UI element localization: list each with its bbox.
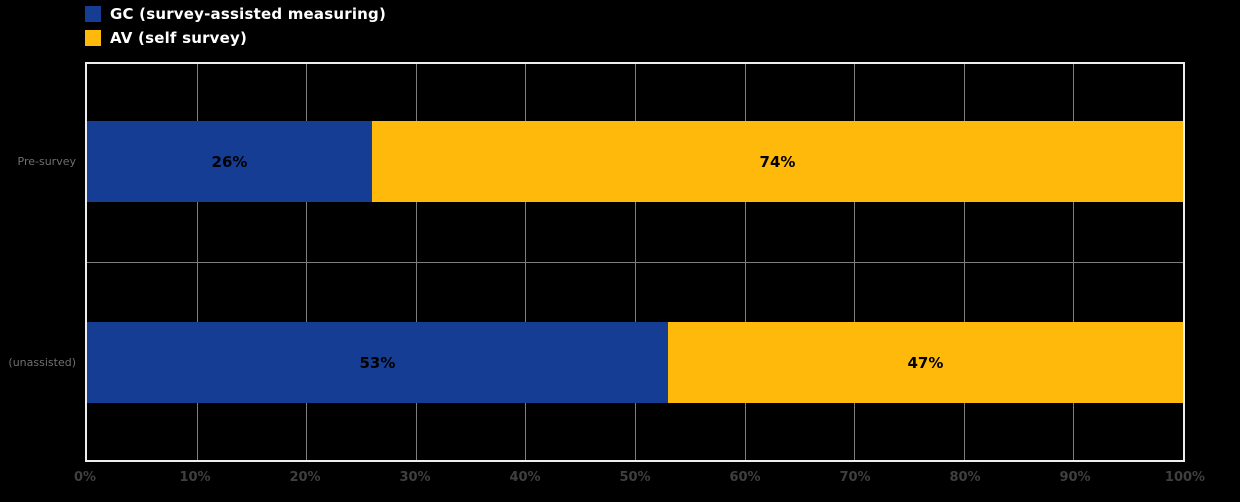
x-axis-tick-label: 60% xyxy=(729,470,761,485)
x-axis-tick-label: 70% xyxy=(839,470,871,485)
x-axis-tick-label: 20% xyxy=(289,470,321,485)
bar-row-1: 26% 74% xyxy=(87,121,1183,202)
x-axis-tick-label: 0% xyxy=(73,470,97,485)
x-axis-tick-label: 10% xyxy=(179,470,211,485)
x-axis-tick-label: 80% xyxy=(949,470,981,485)
x-axis-tick-label: 50% xyxy=(619,470,651,485)
legend-swatch-blue-icon xyxy=(85,6,101,22)
bar-segment-series-1: 26% xyxy=(87,121,372,202)
bar-row-2: 53% 47% xyxy=(87,322,1183,403)
bar-value-label: 47% xyxy=(907,353,944,372)
legend-swatch-yellow-icon xyxy=(85,30,101,46)
legend-label-series-2: AV (self survey) xyxy=(110,29,248,47)
legend-item-series-2: AV (self survey) xyxy=(85,26,386,50)
bar-value-label: 53% xyxy=(359,353,396,372)
x-axis-tick-label: 90% xyxy=(1059,470,1091,485)
legend-item-series-1: GC (survey-assisted measuring) xyxy=(85,2,386,26)
bar-value-label: 74% xyxy=(759,152,796,171)
plot-area: 26% 74% 53% 47% xyxy=(85,62,1185,462)
x-axis-tick-label: 30% xyxy=(399,470,431,485)
legend-label-series-1: GC (survey-assisted measuring) xyxy=(110,5,387,23)
x-axis-tick-label: 100% xyxy=(1164,470,1206,485)
gridline-horizontal xyxy=(87,262,1183,263)
y-axis-category-label: (unassisted) xyxy=(8,356,76,369)
y-axis-category-label: Pre-survey xyxy=(17,155,76,168)
x-axis-tick-label: 40% xyxy=(509,470,541,485)
bar-segment-series-1: 53% xyxy=(87,322,668,403)
legend: GC (survey-assisted measuring) AV (self … xyxy=(85,2,386,50)
bar-segment-series-2: 74% xyxy=(371,121,1183,202)
bar-value-label: 26% xyxy=(211,152,248,171)
bar-segment-series-2: 47% xyxy=(667,322,1183,403)
